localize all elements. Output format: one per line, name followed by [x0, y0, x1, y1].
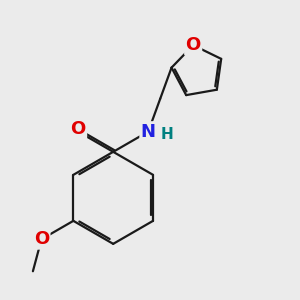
- Text: N: N: [141, 123, 156, 141]
- Text: H: H: [161, 127, 174, 142]
- Text: O: O: [186, 36, 201, 54]
- Text: O: O: [34, 230, 49, 248]
- Text: O: O: [70, 120, 86, 138]
